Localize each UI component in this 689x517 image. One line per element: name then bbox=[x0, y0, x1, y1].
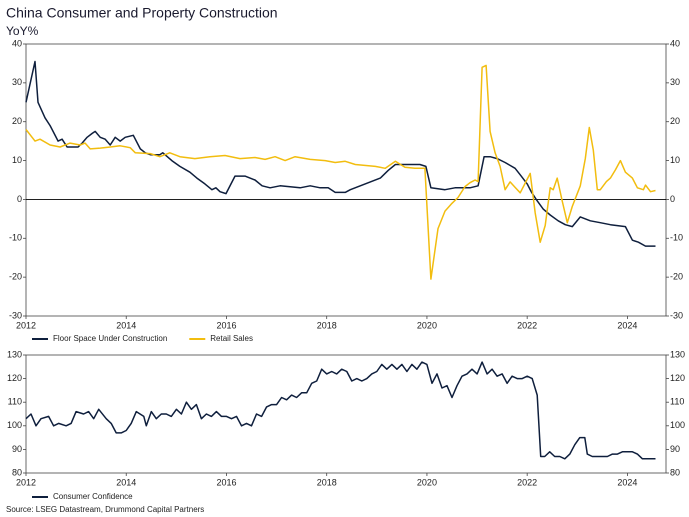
y2-tick-label: -30 bbox=[670, 310, 683, 320]
x-tick-label: 2016 bbox=[216, 477, 236, 487]
y2-tick-label: 40 bbox=[670, 38, 680, 48]
source-note: Source: LSEG Datastream, Drummond Capita… bbox=[6, 505, 204, 514]
y2-tick-label: -20 bbox=[670, 272, 683, 282]
series-line bbox=[25, 361, 656, 460]
y-tick-label: 20 bbox=[12, 116, 22, 126]
y2-tick-label: 120 bbox=[670, 373, 685, 383]
y-tick-label: 100 bbox=[7, 420, 22, 430]
series-line bbox=[25, 60, 656, 247]
y-tick-label: 130 bbox=[7, 349, 22, 359]
y2-tick-label: 30 bbox=[670, 77, 680, 87]
y-tick-label: 0 bbox=[17, 194, 22, 204]
x-tick-label: 2024 bbox=[617, 320, 637, 330]
x-tick-label: 2020 bbox=[417, 320, 437, 330]
y-tick-label: -30 bbox=[9, 310, 22, 320]
x-tick-label: 2012 bbox=[16, 477, 36, 487]
y-tick-label: 120 bbox=[7, 373, 22, 383]
plot-frame bbox=[25, 43, 667, 317]
chart-title: China Consumer and Property Construction bbox=[6, 5, 278, 21]
y-tick-label: 80 bbox=[12, 467, 22, 477]
y-tick-label: 30 bbox=[12, 77, 22, 87]
plot-frame bbox=[25, 354, 667, 474]
x-tick-label: 2022 bbox=[517, 320, 537, 330]
x-tick-label: 2016 bbox=[216, 320, 236, 330]
y2-tick-label: 110 bbox=[670, 397, 684, 407]
y2-tick-label: 90 bbox=[670, 444, 680, 454]
y2-tick-label: 100 bbox=[670, 420, 685, 430]
x-tick-label: 2022 bbox=[517, 477, 537, 487]
y2-tick-label: 10 bbox=[670, 155, 680, 165]
y-tick-label: 40 bbox=[12, 38, 22, 48]
y-tick-label: 90 bbox=[12, 444, 22, 454]
x-tick-label: 2014 bbox=[116, 477, 136, 487]
y2-tick-label: 0 bbox=[670, 194, 675, 204]
y-tick-label: -20 bbox=[9, 272, 22, 282]
legend-label: Retail Sales bbox=[210, 334, 253, 343]
series-line bbox=[25, 64, 656, 280]
x-tick-label: 2024 bbox=[617, 477, 637, 487]
y2-tick-label: -10 bbox=[670, 233, 683, 243]
chart-subtitle: YoY% bbox=[6, 24, 39, 38]
x-tick-label: 2012 bbox=[16, 320, 36, 330]
legend-label: Consumer Confidence bbox=[53, 492, 133, 501]
x-tick-label: 2018 bbox=[317, 320, 337, 330]
y-tick-label: 110 bbox=[8, 397, 22, 407]
legend-label: Floor Space Under Construction bbox=[53, 334, 167, 343]
y2-tick-label: 20 bbox=[670, 116, 680, 126]
y2-tick-label: 130 bbox=[670, 349, 685, 359]
x-tick-label: 2020 bbox=[417, 477, 437, 487]
y-tick-label: -10 bbox=[9, 233, 22, 243]
y-tick-label: 10 bbox=[12, 155, 22, 165]
x-tick-label: 2018 bbox=[317, 477, 337, 487]
x-tick-label: 2014 bbox=[116, 320, 136, 330]
y2-tick-label: 80 bbox=[670, 467, 680, 477]
